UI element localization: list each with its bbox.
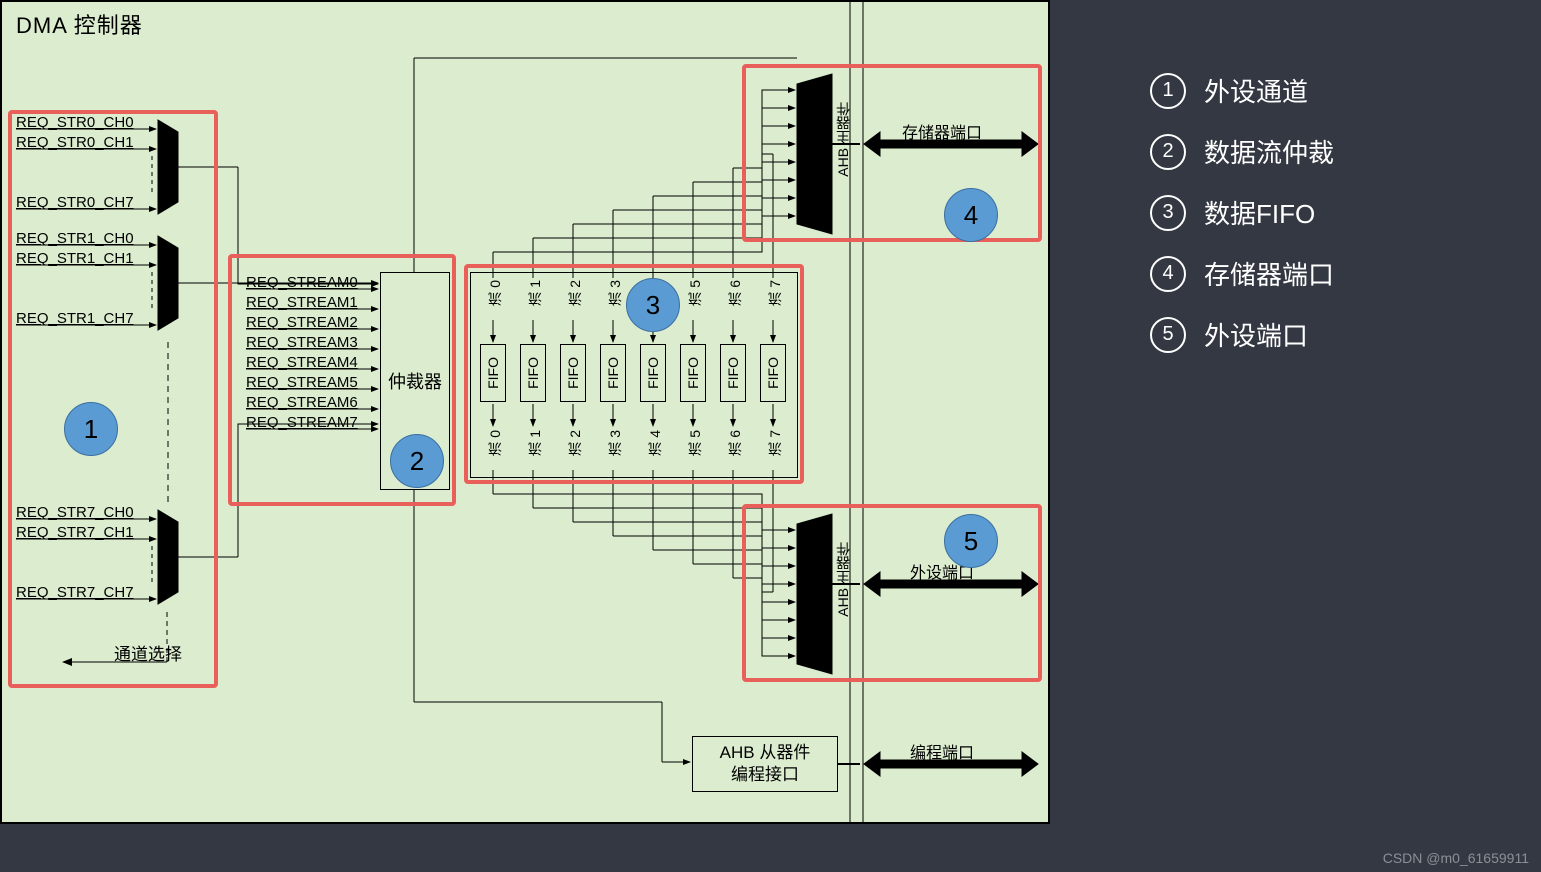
flow-top-label: 流 1	[525, 280, 545, 306]
flow-top-label: 流 2	[565, 280, 585, 306]
legend-text: 存储器端口	[1204, 255, 1334, 292]
legend-badge: 2	[1150, 134, 1186, 170]
region-badge-4: 4	[944, 188, 998, 242]
fifo-cell: FIFO	[720, 344, 746, 402]
stream-label: REQ_STREAM1	[246, 294, 358, 311]
flow-bottom-label: 流 1	[525, 430, 545, 456]
legend-item: 5 外设端口	[1150, 316, 1334, 353]
fifo-cell: FIFO	[560, 344, 586, 402]
ahb-master-top-label: AHB 主器件	[833, 102, 853, 177]
flow-top-label: 流 5	[685, 280, 705, 306]
program-port-label: 编程端口	[910, 739, 974, 763]
req-signal-label: REQ_STR1_CH0	[16, 230, 134, 247]
fifo-cell: FIFO	[480, 344, 506, 402]
memory-port-label: 存储器端口	[902, 119, 982, 143]
flow-bottom-label: 流 0	[485, 430, 505, 456]
legend-badge: 5	[1150, 317, 1186, 353]
legend-item: 3 数据FIFO	[1150, 194, 1334, 231]
legend-text: 外设通道	[1204, 72, 1308, 109]
fifo-cell: FIFO	[680, 344, 706, 402]
fifo-cell: FIFO	[640, 344, 666, 402]
arbiter-label: 仲裁器	[388, 368, 442, 394]
legend-text: 数据FIFO	[1204, 194, 1315, 231]
legend-badge: 1	[1150, 73, 1186, 109]
dma-diagram-panel: DMA 控制器	[0, 0, 1050, 824]
region-badge-1: 1	[64, 402, 118, 456]
legend: 1 外设通道 2 数据流仲裁 3 数据FIFO 4 存储器端口 5 外设端口	[1150, 72, 1334, 377]
flow-bottom-label: 流 7	[765, 430, 785, 456]
ahb-master-bottom-label: AHB 主器件	[833, 542, 853, 617]
flow-top-label: 流 6	[725, 280, 745, 306]
legend-text: 外设端口	[1204, 316, 1308, 353]
stream-label: REQ_STREAM5	[246, 374, 358, 391]
legend-text: 数据流仲裁	[1204, 133, 1334, 170]
ahb-slave-line2: 编程接口	[731, 764, 799, 786]
req-signal-label: REQ_STR1_CH1	[16, 250, 134, 267]
flow-bottom-label: 流 3	[605, 430, 625, 456]
flow-top-label: 流 0	[485, 280, 505, 306]
legend-item: 4 存储器端口	[1150, 255, 1334, 292]
legend-badge: 4	[1150, 256, 1186, 292]
req-signal-label: REQ_STR7_CH0	[16, 504, 134, 521]
fifo-cell: FIFO	[520, 344, 546, 402]
watermark: CSDN @m0_61659911	[1383, 850, 1529, 866]
fifo-cell: FIFO	[600, 344, 626, 402]
req-signal-label: REQ_STR0_CH0	[16, 114, 134, 131]
req-signal-label: REQ_STR7_CH7	[16, 584, 134, 601]
ahb-slave-line1: AHB 从器件	[720, 742, 811, 764]
flow-bottom-label: 流 5	[685, 430, 705, 456]
stream-label: REQ_STREAM4	[246, 354, 358, 371]
req-signal-label: REQ_STR0_CH1	[16, 134, 134, 151]
fifo-cell: FIFO	[760, 344, 786, 402]
region-badge-5: 5	[944, 514, 998, 568]
channel-select-label: 通道选择	[114, 640, 182, 665]
stream-label: REQ_STREAM6	[246, 394, 358, 411]
stream-label: REQ_STREAM2	[246, 314, 358, 331]
ahb-slave-block: AHB 从器件 编程接口	[692, 736, 838, 792]
flow-bottom-label: 流 6	[725, 430, 745, 456]
flow-top-label: 流 7	[765, 280, 785, 306]
req-signal-label: REQ_STR7_CH1	[16, 524, 134, 541]
legend-badge: 3	[1150, 195, 1186, 231]
req-signal-label: REQ_STR1_CH7	[16, 310, 134, 327]
flow-top-label: 流 3	[605, 280, 625, 306]
flow-bottom-label: 流 2	[565, 430, 585, 456]
region-badge-3: 3	[626, 278, 680, 332]
stream-label: REQ_STREAM3	[246, 334, 358, 351]
legend-item: 1 外设通道	[1150, 72, 1334, 109]
legend-item: 2 数据流仲裁	[1150, 133, 1334, 170]
req-signal-label: REQ_STR0_CH7	[16, 194, 134, 211]
highlight-region-5	[742, 504, 1042, 682]
stream-label: REQ_STREAM0	[246, 274, 358, 291]
region-badge-2: 2	[390, 434, 444, 488]
flow-bottom-label: 流 4	[645, 430, 665, 456]
stream-label: REQ_STREAM7	[246, 414, 358, 431]
